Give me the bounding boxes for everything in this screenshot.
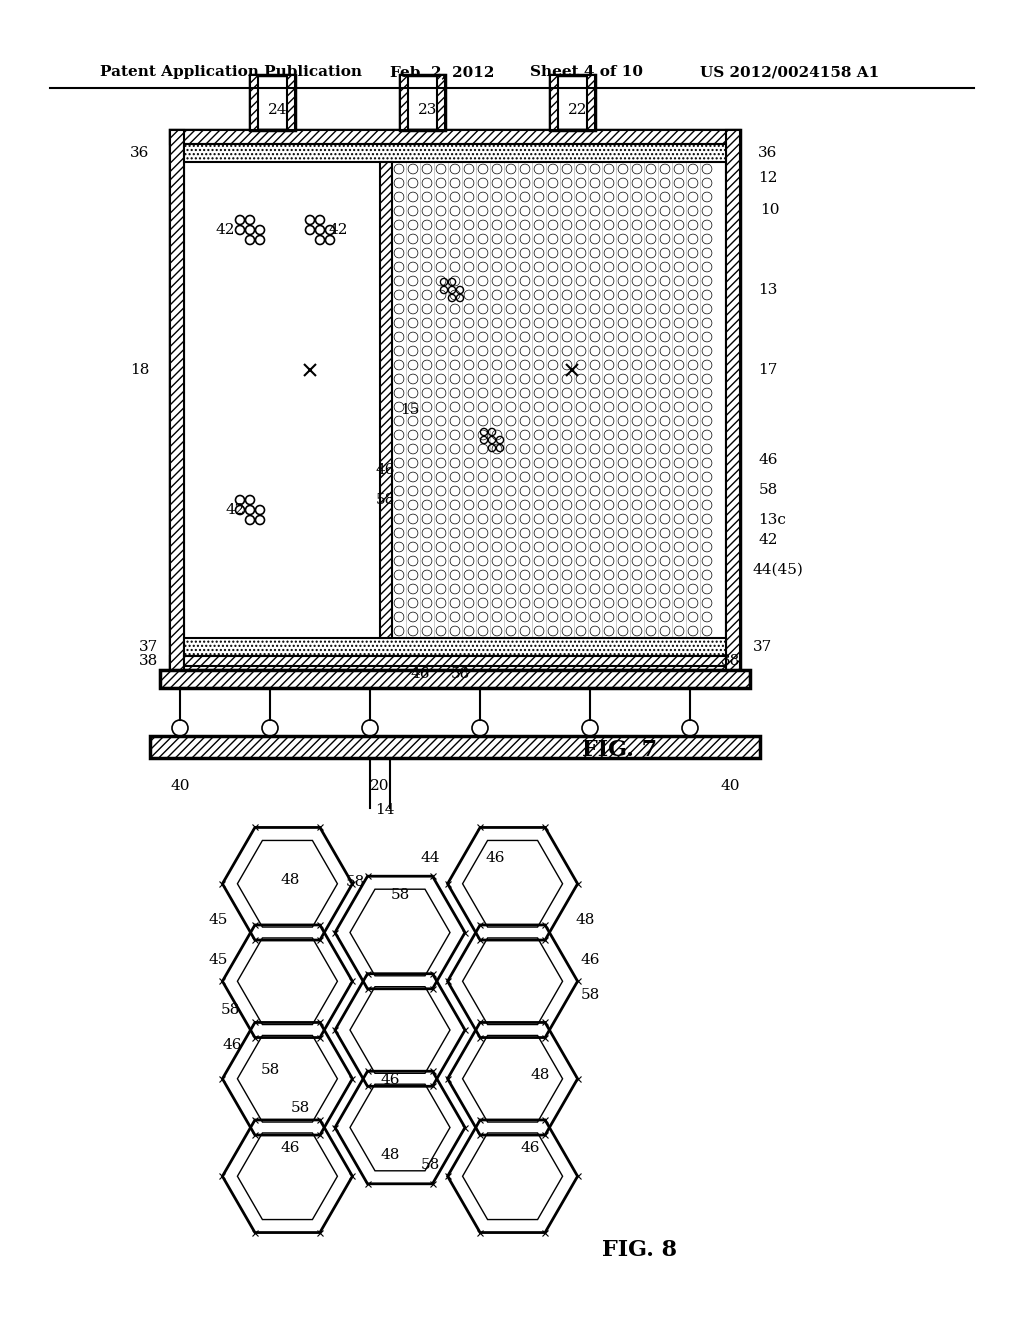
Text: Sheet 4 of 10: Sheet 4 of 10 [530, 65, 643, 79]
Text: 40: 40 [170, 779, 189, 793]
Bar [287, 75, 295, 129]
Bar [400, 75, 408, 129]
Text: 58: 58 [390, 888, 410, 902]
Bar [587, 75, 595, 129]
Bar [170, 129, 740, 144]
Text: 45: 45 [208, 913, 227, 927]
Text: 44(45): 44(45) [753, 564, 804, 577]
Bar [550, 75, 558, 129]
Text: 20: 20 [371, 779, 390, 793]
Text: 46: 46 [411, 667, 430, 681]
Text: FIG. 7: FIG. 7 [583, 739, 657, 762]
Polygon shape [184, 144, 726, 656]
Text: 37: 37 [138, 640, 158, 653]
Bar [170, 656, 740, 671]
Bar [726, 129, 740, 671]
Text: 42: 42 [329, 223, 348, 238]
Text: 42: 42 [225, 503, 245, 517]
Text: 38: 38 [138, 653, 158, 668]
Text: 12: 12 [758, 172, 778, 185]
Text: Feb. 2, 2012: Feb. 2, 2012 [390, 65, 495, 79]
Text: 18: 18 [130, 363, 150, 378]
Text: 46: 46 [380, 1073, 399, 1086]
Text: 13c: 13c [758, 513, 786, 527]
Text: 15: 15 [400, 403, 420, 417]
Text: 46: 46 [520, 1140, 540, 1155]
Text: 38: 38 [720, 653, 739, 668]
Text: 58: 58 [759, 483, 777, 498]
Text: 46: 46 [581, 953, 600, 968]
Bar [170, 129, 184, 671]
Bar [380, 162, 392, 638]
Bar [400, 75, 445, 129]
Text: 46: 46 [281, 1140, 300, 1155]
Text: 36: 36 [130, 147, 150, 160]
Text: FIG. 8: FIG. 8 [602, 1239, 678, 1261]
Text: 48: 48 [281, 873, 300, 887]
Text: 23: 23 [419, 103, 437, 117]
Text: 13: 13 [759, 282, 777, 297]
Text: 46: 46 [375, 463, 394, 477]
Text: 44: 44 [420, 851, 439, 865]
Bar [437, 75, 445, 129]
Text: US 2012/0024158 A1: US 2012/0024158 A1 [700, 65, 880, 79]
Text: 36: 36 [759, 147, 777, 160]
Bar [184, 638, 726, 656]
Text: 40: 40 [720, 779, 739, 793]
Text: 48: 48 [380, 1148, 399, 1162]
Text: 42: 42 [758, 533, 778, 546]
Text: 48: 48 [575, 913, 595, 927]
Text: 58: 58 [220, 1003, 240, 1016]
Bar [250, 75, 258, 129]
Bar [184, 656, 726, 667]
Text: 46: 46 [222, 1038, 242, 1052]
Text: 17: 17 [759, 363, 777, 378]
Text: 46: 46 [485, 851, 505, 865]
Bar [250, 75, 295, 129]
Text: 10: 10 [760, 203, 779, 216]
Text: 58: 58 [421, 1158, 439, 1172]
Text: 58: 58 [260, 1063, 280, 1077]
Text: 42: 42 [215, 223, 234, 238]
Text: 24: 24 [268, 103, 288, 117]
Text: 48: 48 [530, 1068, 550, 1082]
Text: 58: 58 [376, 492, 394, 507]
Text: 58: 58 [451, 667, 470, 681]
Text: Patent Application Publication: Patent Application Publication [100, 65, 362, 79]
Text: 37: 37 [753, 640, 772, 653]
Bar [184, 144, 726, 162]
Text: 58: 58 [345, 875, 365, 888]
Text: 45: 45 [208, 953, 227, 968]
Text: 22: 22 [568, 103, 588, 117]
Text: 14: 14 [375, 803, 394, 817]
Bar [550, 75, 595, 129]
Text: 58: 58 [291, 1101, 309, 1115]
Bar [150, 737, 760, 758]
Text: 58: 58 [581, 987, 600, 1002]
Bar [160, 671, 750, 688]
Bar [160, 671, 750, 688]
Text: 46: 46 [758, 453, 778, 467]
